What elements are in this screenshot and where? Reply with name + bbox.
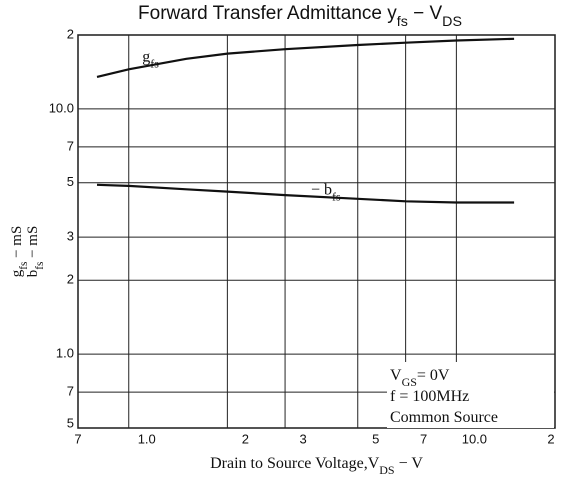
x-tick-label: 1.0 (138, 431, 156, 446)
series-line (96, 183, 515, 204)
text-part: = 0V (417, 367, 450, 384)
subscript: fs (18, 262, 30, 270)
text-part: − V (408, 3, 443, 24)
text-part: − mS (25, 226, 41, 262)
text-part: g (142, 48, 150, 65)
y-tick-label: 7 (67, 138, 74, 153)
text-part: − mS (9, 226, 25, 262)
subscript: DS (442, 14, 462, 30)
subscript: fs (332, 189, 341, 203)
text-part: − b (311, 181, 332, 198)
y-tick-label: 2 (67, 26, 74, 41)
x-tick-label: 2 (547, 431, 554, 446)
y-axis-label: bfs − mS (25, 226, 45, 278)
series-line (96, 37, 515, 78)
subscript: fs (397, 14, 408, 30)
text-part: − V (395, 455, 424, 472)
text-part: V (390, 367, 402, 384)
x-tick-label: 7 (420, 431, 427, 446)
annotation-box (387, 362, 554, 428)
y-tick-label: 7 (67, 384, 74, 399)
series-label: gfs (142, 48, 159, 70)
subscript: DS (379, 463, 394, 477)
chart-title: Forward Transfer Admittance yfs − VDS (138, 3, 462, 30)
x-axis-label: Drain to Source Voltage,VDS − V (210, 455, 423, 477)
x-tick-label: 7 (74, 431, 81, 446)
y-tick-label: 5 (67, 174, 74, 189)
text-part: Forward Transfer Admittance y (138, 3, 397, 24)
y-tick-label: 3 (67, 229, 74, 244)
subscript: fs (150, 56, 159, 70)
x-tick-label: 2 (242, 431, 249, 446)
y-tick-label: 1.0 (56, 346, 74, 361)
y-tick-label: 10.0 (49, 100, 74, 115)
text-part: Common Source (390, 409, 498, 426)
annotation: VGS= 0V (390, 367, 450, 389)
text-part: f = 100MHz (390, 388, 469, 405)
annotation: f = 100MHz (390, 388, 469, 405)
subscript: fs (34, 262, 46, 270)
x-tick-label: 5 (372, 431, 379, 446)
x-tick-label: 10.0 (462, 431, 487, 446)
text-part: g (9, 269, 25, 277)
y-axis-label: gfs − mS (9, 226, 29, 278)
y-tick-label: 2 (67, 272, 74, 287)
text-part: Drain to Source Voltage,V (210, 455, 380, 472)
subscript: GS (402, 375, 417, 389)
y-tick-label: 5 (67, 415, 74, 430)
text-part: b (25, 270, 41, 278)
x-tick-label: 3 (299, 431, 306, 446)
annotation: Common Source (390, 409, 498, 426)
series-label: − bfs (311, 181, 341, 203)
